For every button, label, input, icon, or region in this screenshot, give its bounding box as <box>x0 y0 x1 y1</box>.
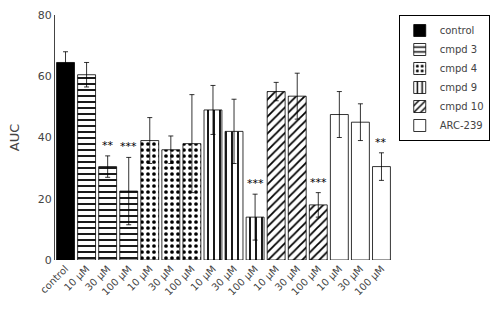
svg-text:100 μM: 100 μM <box>352 263 386 297</box>
svg-text:30 μM: 30 μM <box>336 263 366 293</box>
svg-text:10 μM: 10 μM <box>62 263 92 293</box>
svg-text:**: ** <box>102 139 114 152</box>
svg-text:cmpd 3: cmpd 3 <box>440 44 477 55</box>
svg-text:30 μM: 30 μM <box>83 263 113 293</box>
svg-text:30 μM: 30 μM <box>209 263 239 293</box>
svg-text:***: *** <box>310 176 327 189</box>
svg-text:0: 0 <box>45 254 52 267</box>
svg-text:cmpd 9: cmpd 9 <box>440 82 477 93</box>
svg-text:80: 80 <box>38 9 52 22</box>
svg-text:10 μM: 10 μM <box>188 263 218 293</box>
svg-text:100 μM: 100 μM <box>226 263 260 297</box>
svg-text:30 μM: 30 μM <box>146 263 176 293</box>
svg-text:***: *** <box>247 177 264 190</box>
svg-text:30 μM: 30 μM <box>273 263 303 293</box>
svg-text:cmpd 10: cmpd 10 <box>440 101 484 112</box>
svg-text:**: ** <box>375 136 387 149</box>
svg-text:ARC-239: ARC-239 <box>440 120 483 131</box>
svg-text:10 μM: 10 μM <box>315 263 345 293</box>
svg-text:100 μM: 100 μM <box>100 263 134 297</box>
svg-text:***: *** <box>120 140 137 153</box>
svg-text:control: control <box>440 25 475 36</box>
svg-text:100 μM: 100 μM <box>163 263 197 297</box>
svg-text:control: control <box>38 263 70 295</box>
svg-text:60: 60 <box>38 70 52 83</box>
svg-text:10 μM: 10 μM <box>251 263 281 293</box>
svg-text:AUC: AUC <box>7 124 22 152</box>
svg-text:20: 20 <box>38 193 52 206</box>
svg-text:40: 40 <box>38 131 52 144</box>
svg-text:100 μM: 100 μM <box>289 263 323 297</box>
svg-text:cmpd 4: cmpd 4 <box>440 63 477 74</box>
svg-text:10 μM: 10 μM <box>125 263 155 293</box>
